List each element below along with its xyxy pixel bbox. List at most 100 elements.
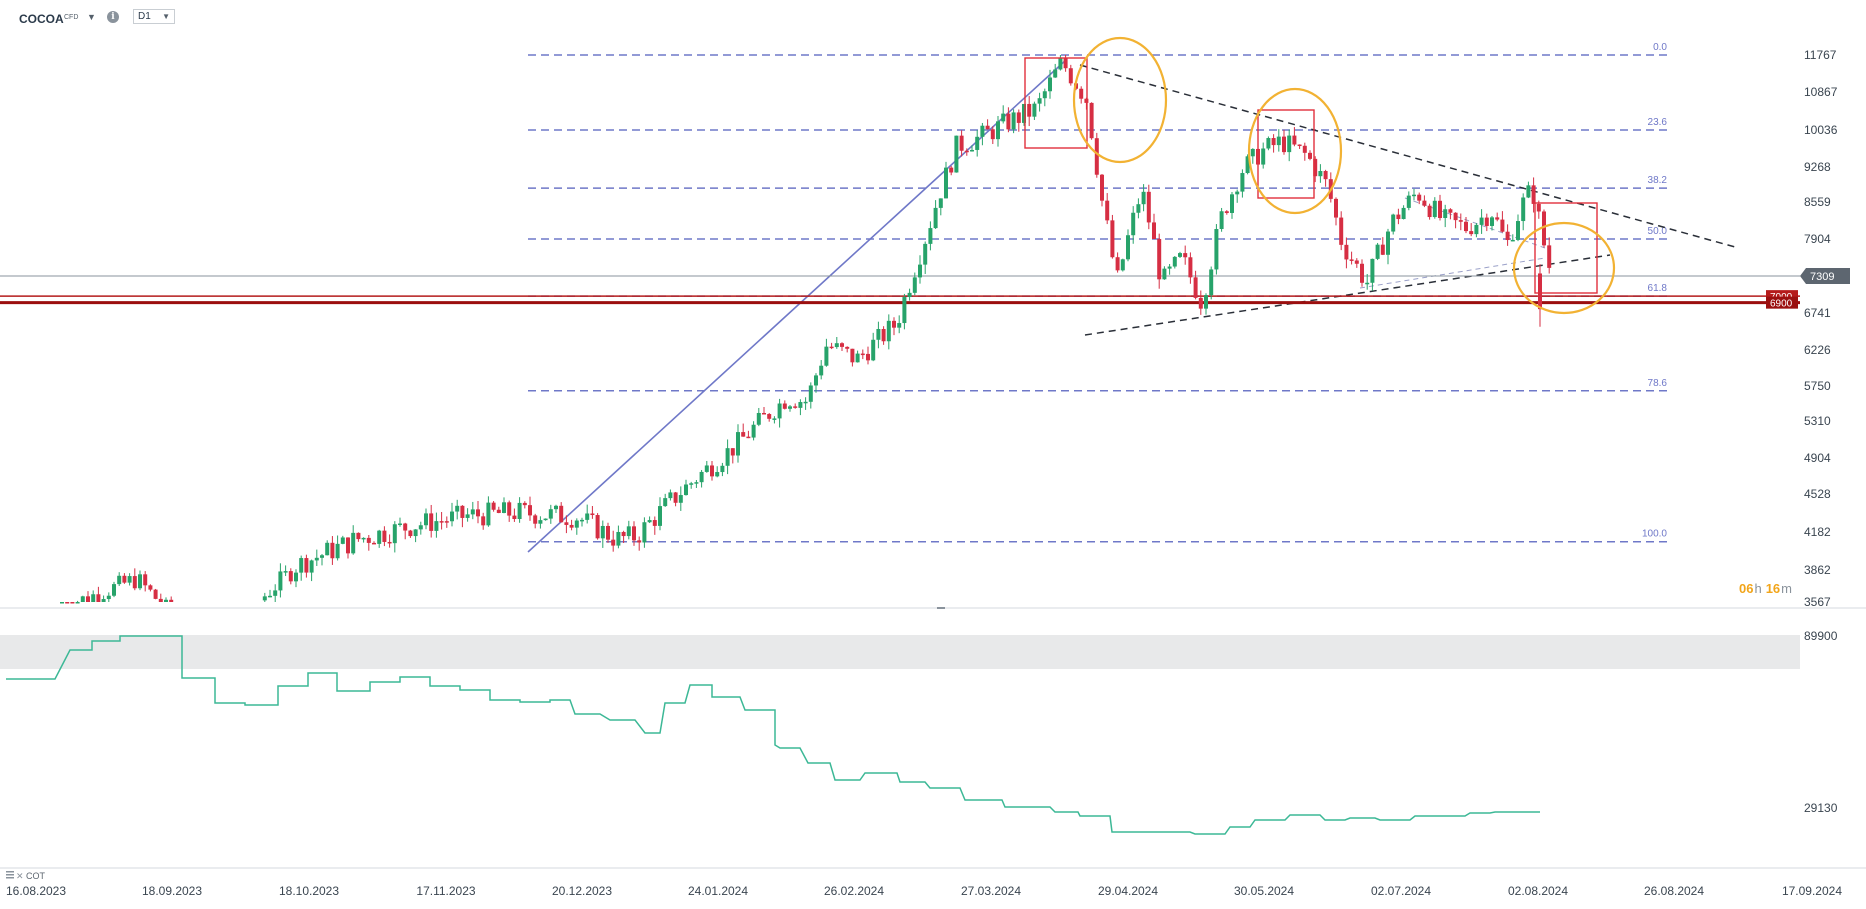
candle [1198, 290, 1203, 315]
candle [330, 536, 335, 565]
timeframe-value: D1 [138, 11, 151, 22]
candle [803, 397, 808, 410]
candle [1318, 164, 1323, 183]
candle [273, 584, 278, 602]
candle [1042, 88, 1047, 107]
candle [1120, 258, 1125, 272]
candle [1235, 189, 1240, 203]
y-tick-label: 3567 [1804, 595, 1831, 609]
candle [476, 500, 480, 524]
highlight-circle [1072, 36, 1168, 164]
candle [1271, 134, 1276, 153]
highlight-box [1534, 202, 1598, 294]
candle [1032, 101, 1037, 120]
candle [1266, 136, 1271, 151]
candle [80, 595, 85, 602]
candle [538, 516, 543, 529]
candle [1531, 177, 1536, 213]
candle [1401, 205, 1406, 220]
timeframe-select[interactable]: D1 ▼ [133, 9, 175, 24]
y-tick-label: 5310 [1804, 414, 1831, 428]
candle [954, 135, 959, 173]
candle [418, 521, 423, 535]
candle [1178, 251, 1182, 259]
candle [392, 521, 397, 553]
annotations [1024, 36, 1616, 315]
candle [730, 448, 735, 464]
lower-trendline [1084, 254, 1611, 336]
cot-legend[interactable]: ✕ COT [6, 871, 46, 881]
candle [444, 516, 449, 528]
candle [1131, 206, 1136, 244]
x-tick-label: 26.02.2024 [824, 884, 884, 898]
highlight-circle [1512, 221, 1616, 315]
candle [834, 336, 839, 349]
indicator-label: COT [26, 871, 46, 881]
candle [548, 504, 553, 524]
candle [75, 600, 80, 604]
fib-level-label: 38.2 [1648, 175, 1668, 186]
fib-level-label: 61.8 [1648, 283, 1668, 294]
candle [1240, 169, 1245, 198]
candle [164, 597, 168, 602]
candle [1458, 213, 1463, 231]
price-tag-label: 6900 [1770, 299, 1793, 310]
candle [1011, 109, 1016, 134]
candle [1505, 224, 1510, 246]
candle [413, 529, 418, 543]
symbol-name[interactable]: COCOA [19, 12, 64, 26]
candle [1500, 211, 1505, 233]
candle [122, 573, 127, 584]
fib-level-label: 78.6 [1648, 378, 1668, 389]
panel-resize-handle[interactable] [937, 607, 945, 609]
symbol-dropdown-chevron-down-icon[interactable]: ▼ [87, 12, 96, 22]
candle [840, 342, 844, 351]
fib-level-label: 100.0 [1642, 529, 1667, 540]
candle [169, 596, 174, 602]
list-icon [6, 874, 14, 876]
x-tick-label: 27.03.2024 [961, 884, 1021, 898]
cot-y-tick-label: 89900 [1804, 629, 1838, 643]
candle [964, 148, 969, 156]
x-tick-label: 16.08.2023 [6, 884, 66, 898]
highlight-box [1024, 57, 1088, 149]
candle [1006, 107, 1011, 133]
y-tick-label: 5750 [1804, 379, 1831, 393]
candle [1110, 214, 1115, 259]
candle [798, 399, 803, 416]
candle [1302, 142, 1307, 161]
candle [621, 530, 626, 544]
candle [1443, 204, 1448, 228]
candle [616, 525, 621, 549]
candle [268, 589, 272, 598]
candle [1053, 63, 1058, 78]
candle [1292, 127, 1297, 147]
candle [928, 221, 933, 251]
candle [715, 466, 720, 478]
fib-level-label: 50.0 [1648, 226, 1668, 237]
candle [907, 288, 912, 301]
candle [980, 122, 985, 146]
candle [512, 508, 517, 522]
candle [1453, 212, 1458, 229]
candle [1386, 228, 1390, 265]
info-icon[interactable]: i [107, 11, 119, 23]
close-icon[interactable]: ✕ [16, 871, 24, 881]
candle [938, 198, 943, 216]
candle [751, 421, 756, 441]
cot-band [0, 635, 1800, 669]
candle [132, 568, 137, 591]
trendlines [527, 59, 1736, 553]
y-tick-label: 4528 [1804, 487, 1831, 501]
candle [912, 272, 917, 296]
candle [522, 501, 527, 509]
candle [1001, 105, 1006, 124]
candle [398, 517, 402, 527]
y-tick-label: 10867 [1804, 85, 1838, 99]
candle [65, 602, 70, 604]
candle [933, 200, 938, 229]
candle [1193, 270, 1198, 300]
y-tick-label: 8559 [1804, 195, 1831, 209]
candle [543, 518, 548, 521]
